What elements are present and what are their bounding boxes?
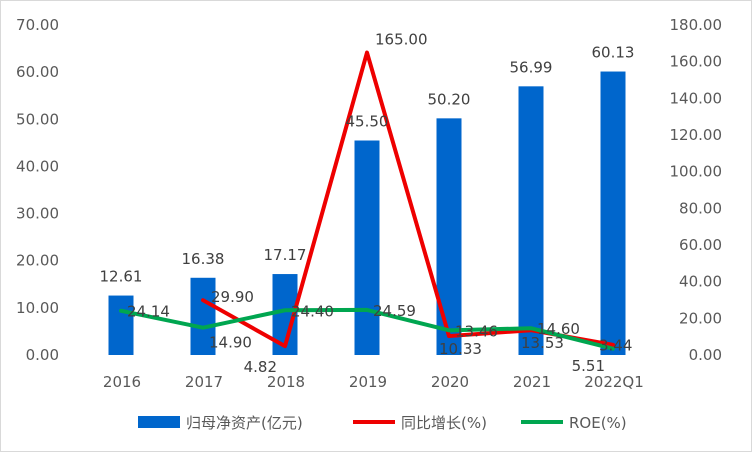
left-tick-label: 20.00 — [16, 252, 59, 270]
x-tick-label: 2019 — [349, 373, 387, 391]
right-tick-label: 0.00 — [689, 346, 722, 364]
right-tick-label: 100.00 — [670, 163, 723, 181]
line-value-label: 24.14 — [127, 303, 170, 321]
line-value-label: 29.90 — [211, 288, 254, 306]
right-axis-ticks: 0.00 20.00 40.00 60.00 80.00 100.00 120.00 140.… — [670, 16, 723, 364]
series-line — [119, 307, 615, 351]
legend-swatch — [138, 416, 180, 428]
bar-value-label: 16.38 — [182, 250, 225, 268]
line-series — [119, 50, 615, 351]
bar-value-label: 12.61 — [100, 268, 143, 286]
right-tick-label: 180.00 — [670, 16, 723, 34]
legend: 归母净资产(亿元) 同比增长(%) ROE(%) — [138, 414, 627, 432]
left-axis-ticks: 0.00 10.00 20.00 30.00 40.00 50.00 60.00 70.00 — [16, 16, 59, 364]
legend-label: 归母净资产(亿元) — [186, 414, 303, 432]
x-axis-ticks: 2016 2017 2018 2019 2020 2021 2022Q1 — [103, 373, 644, 391]
bar-value-label: 56.99 — [510, 58, 553, 76]
x-tick-label: 2016 — [103, 373, 141, 391]
bar — [518, 86, 544, 355]
right-tick-label: 60.00 — [679, 236, 722, 254]
right-tick-label: 40.00 — [679, 273, 722, 291]
x-tick-label: 2018 — [267, 373, 305, 391]
bar-value-label: 45.50 — [346, 113, 389, 131]
bar-value-label: 50.20 — [428, 90, 471, 108]
line-value-label: 3.44 — [599, 337, 632, 355]
bar — [354, 140, 380, 355]
line-value-label: 14.60 — [537, 320, 580, 338]
line-value-label: 24.40 — [291, 302, 334, 320]
left-tick-label: 50.00 — [16, 110, 59, 128]
right-tick-label: 140.00 — [670, 89, 723, 107]
left-tick-label: 30.00 — [16, 205, 59, 223]
left-tick-label: 10.00 — [16, 299, 59, 317]
x-tick-label: 2020 — [431, 373, 469, 391]
right-tick-label: 80.00 — [679, 199, 722, 217]
right-tick-label: 120.00 — [670, 126, 723, 144]
bar — [600, 71, 626, 355]
bar — [436, 118, 462, 355]
x-tick-label: 2022Q1 — [584, 373, 644, 391]
bar-series — [108, 71, 626, 355]
line-value-label: 165.00 — [375, 31, 428, 49]
line-value-label: 10.33 — [439, 340, 482, 358]
x-tick-label: 2021 — [513, 373, 551, 391]
left-tick-label: 60.00 — [16, 63, 59, 81]
line-value-label: 13.53 — [521, 334, 564, 352]
line-value-label: 14.90 — [209, 334, 252, 352]
x-tick-label: 2017 — [185, 373, 223, 391]
line-value-label: 24.59 — [373, 302, 416, 320]
bar — [190, 277, 216, 355]
right-tick-label: 20.00 — [679, 309, 722, 327]
legend-label: ROE(%) — [569, 414, 627, 432]
bar-value-label: 60.13 — [592, 44, 635, 62]
bar-value-label: 17.17 — [264, 246, 307, 264]
bar — [108, 295, 134, 355]
line-value-label: 5.51 — [572, 357, 605, 375]
legend-label: 同比增长(%) — [401, 414, 487, 432]
data-labels: 12.61 16.38 17.17 45.50 50.20 56.99 60.13 29.90… — [100, 31, 635, 377]
line-value-label: 13.46 — [455, 322, 498, 340]
left-tick-label: 0.00 — [26, 346, 59, 364]
left-tick-label: 70.00 — [16, 16, 59, 34]
line-value-label: 4.82 — [244, 358, 277, 376]
right-tick-label: 160.00 — [670, 53, 723, 71]
left-tick-label: 40.00 — [16, 157, 59, 175]
